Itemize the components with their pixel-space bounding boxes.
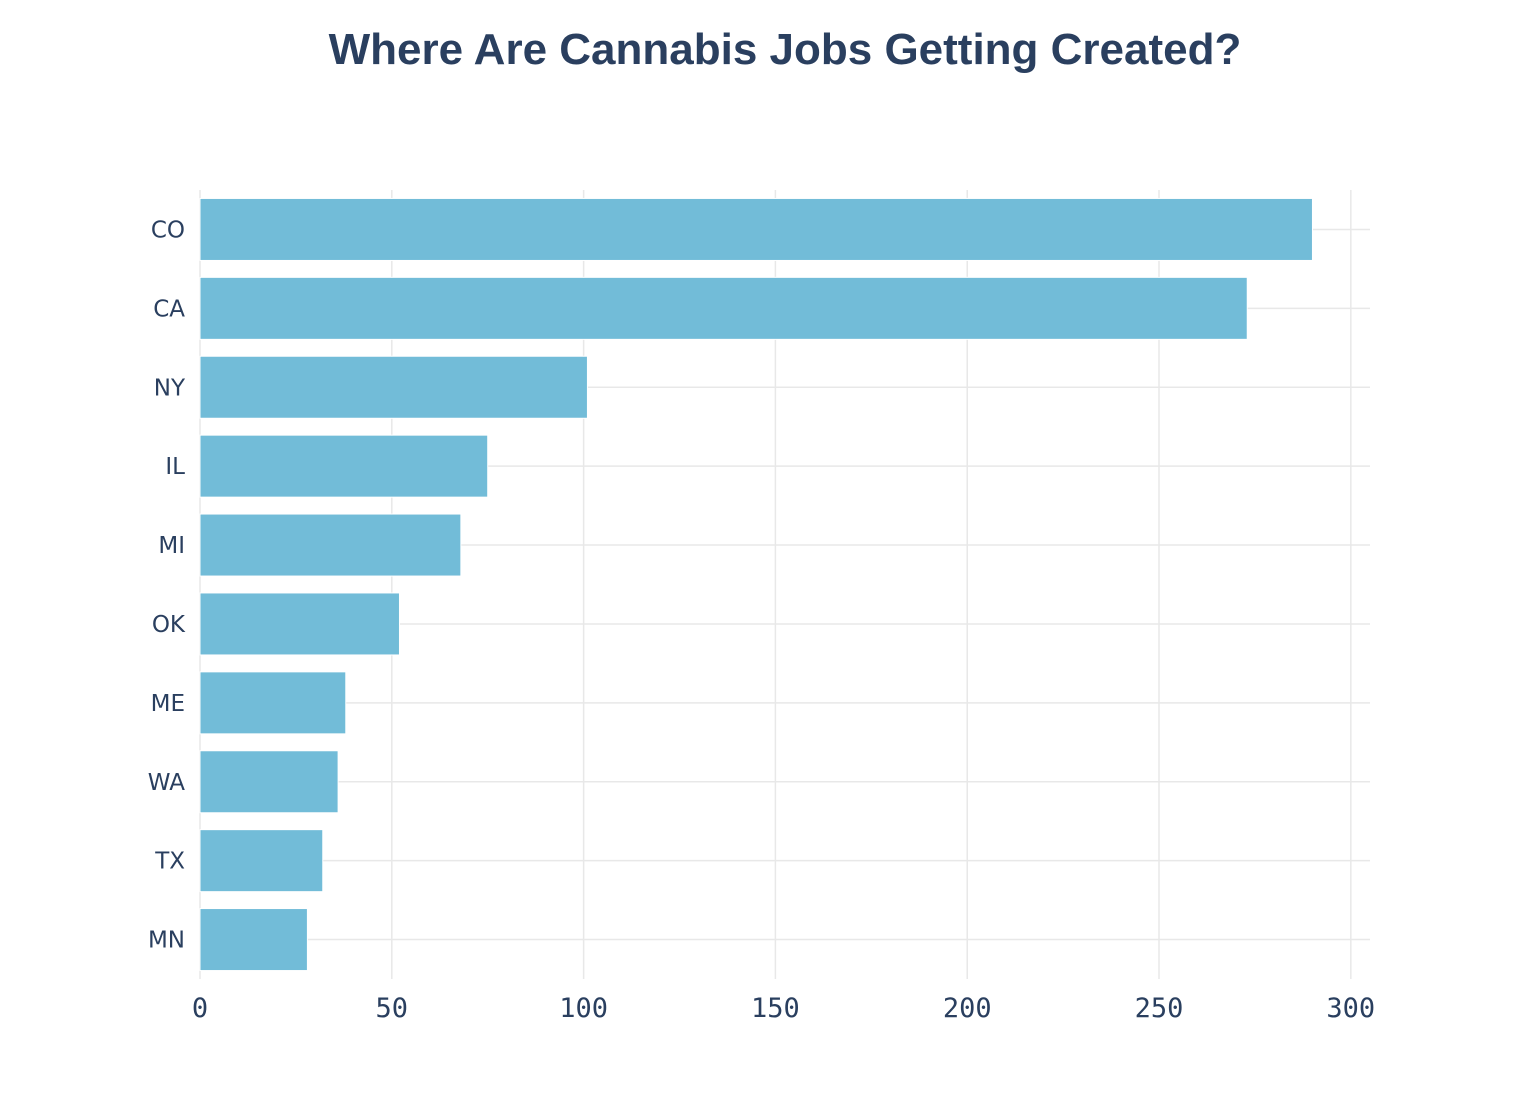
category-labels: CO CA NY IL MI OK ME WA TX MN (148, 217, 186, 953)
x-tick-label: 250 (1135, 993, 1184, 1024)
x-tick-label: 100 (559, 993, 608, 1024)
category-label: IL (165, 454, 185, 480)
bar-wa (199, 750, 339, 814)
chart-title: Where Are Cannabis Jobs Getting Created? (329, 25, 1242, 74)
x-tick-label: 0 (192, 993, 208, 1024)
category-label: MN (148, 928, 185, 954)
category-label: OK (152, 612, 186, 638)
bar-co (199, 197, 1313, 261)
category-label: WA (148, 770, 185, 796)
bars (199, 197, 1313, 972)
bar-il (199, 434, 489, 498)
bar-ca (199, 276, 1248, 340)
category-label: CO (151, 217, 185, 243)
x-tick-label: 150 (751, 993, 800, 1024)
bar-ny (199, 355, 588, 419)
bar-mi (199, 513, 462, 577)
bar-tx (199, 829, 324, 893)
category-label: TX (154, 849, 185, 875)
x-tick-labels: 0 50 100 150 200 250 300 (192, 993, 1375, 1024)
category-label: CA (153, 296, 185, 322)
bar-me (199, 671, 347, 735)
category-label: MI (158, 533, 185, 559)
x-tick-label: 200 (943, 993, 992, 1024)
category-label: NY (154, 375, 186, 401)
x-tick-label: 300 (1326, 993, 1375, 1024)
bar-ok (199, 592, 400, 656)
category-label: ME (151, 691, 185, 717)
x-tick-label: 50 (376, 993, 409, 1024)
bar-mn (199, 908, 308, 972)
